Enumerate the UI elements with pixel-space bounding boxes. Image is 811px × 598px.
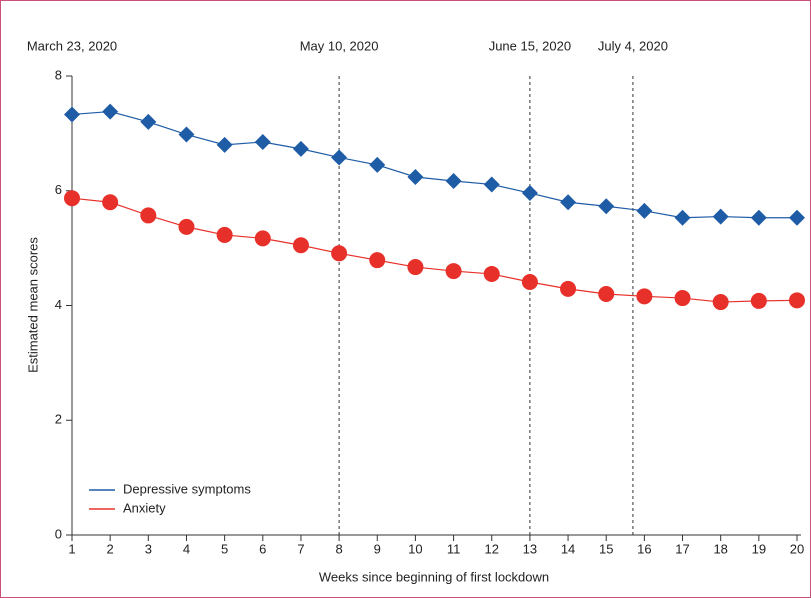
marker (483, 265, 500, 282)
marker (331, 245, 348, 262)
x-tick-label: 10 (408, 541, 422, 556)
x-tick-label: 9 (374, 541, 381, 556)
marker (254, 133, 271, 150)
x-tick-label: 4 (183, 541, 190, 556)
marker (102, 103, 119, 120)
marker (789, 209, 805, 226)
marker (178, 218, 195, 235)
annotation: June 15, 2020 (489, 38, 571, 53)
marker (216, 136, 233, 153)
marker (789, 292, 805, 309)
y-tick-label: 0 (55, 526, 62, 541)
marker (292, 237, 309, 254)
x-tick-label: 5 (221, 541, 228, 556)
y-tick-label: 2 (55, 412, 62, 427)
marker (140, 207, 157, 224)
y-tick-label: 4 (55, 297, 62, 312)
marker (254, 230, 271, 247)
x-tick-label: 1 (68, 541, 75, 556)
marker (140, 113, 157, 130)
annotation: March 23, 2020 (27, 38, 117, 53)
marker (712, 208, 729, 225)
marker (369, 252, 386, 269)
marker (445, 263, 462, 280)
marker (216, 226, 233, 243)
x-tick-label: 16 (637, 541, 651, 556)
marker (64, 190, 80, 207)
x-tick-label: 11 (447, 541, 461, 556)
legend-label: Depressive symptoms (123, 481, 251, 496)
marker (674, 290, 691, 307)
series-line (71, 110, 797, 219)
x-tick-label: 3 (145, 541, 152, 556)
marker (102, 194, 119, 211)
x-tick-label: 18 (713, 541, 727, 556)
marker (598, 286, 615, 303)
marker (636, 202, 653, 219)
x-tick-label: 13 (523, 541, 537, 556)
marker (178, 126, 195, 143)
x-tick-label: 19 (752, 541, 766, 556)
annotation: May 10, 2020 (300, 38, 379, 53)
marker (521, 185, 538, 202)
x-tick-label: 17 (675, 541, 689, 556)
marker (636, 288, 653, 305)
marker (521, 273, 538, 290)
marker (292, 140, 309, 157)
marker (407, 259, 424, 276)
y-tick-label: 6 (55, 182, 62, 197)
y-tick-label: 8 (55, 67, 62, 82)
x-tick-label: 20 (790, 541, 804, 556)
y-axis-label: Estimated mean scores (25, 237, 40, 373)
marker (64, 106, 80, 123)
marker (369, 156, 386, 173)
legend-label: Anxiety (123, 500, 166, 515)
marker (560, 194, 577, 211)
x-tick-label: 6 (259, 541, 266, 556)
x-tick-label: 15 (599, 541, 613, 556)
marker (445, 172, 462, 189)
marker (750, 209, 767, 226)
x-tick-label: 7 (297, 541, 304, 556)
marker (407, 168, 424, 185)
series-line (71, 197, 798, 303)
annotation: July 4, 2020 (598, 38, 668, 53)
x-tick-label: 2 (107, 541, 114, 556)
marker (712, 294, 729, 311)
marker (560, 280, 577, 297)
marker (674, 209, 691, 226)
x-axis-label: Weeks since beginning of first lockdown (319, 569, 549, 584)
x-tick-label: 14 (561, 541, 575, 556)
marker (598, 198, 615, 215)
marker (331, 149, 348, 166)
marker (483, 176, 500, 193)
marker (750, 292, 767, 309)
x-tick-label: 12 (485, 541, 499, 556)
x-tick-label: 8 (335, 541, 342, 556)
